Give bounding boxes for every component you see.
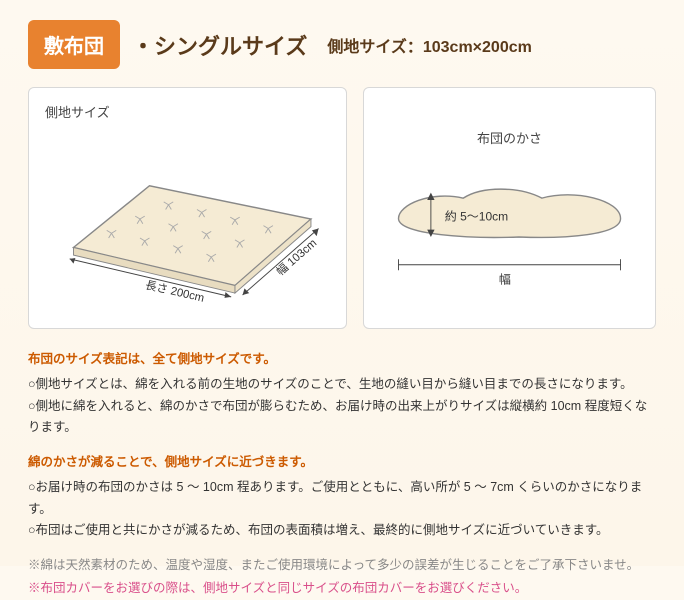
- header: 敷布団 ・シングルサイズ 側地サイズ：103cm×200cm: [28, 20, 656, 69]
- section2-heading: 綿のかさが減ることで、側地サイズに近づきます。: [28, 452, 656, 473]
- title-main: ・シングルサイズ: [132, 29, 307, 61]
- section2-line1: ○お届け時の布団のかさは 5 〜 10cm 程あります。ご使用とともに、高い所が…: [28, 477, 656, 520]
- title-sub: 側地サイズ：103cm×200cm: [327, 33, 532, 57]
- thickness-label: 約 5〜10cm: [445, 208, 508, 223]
- section1-line2: ○側地に綿を入れると、綿のかさで布団が膨らむため、お届け時の出来上がりサイズは縦…: [28, 396, 656, 439]
- futon-illustration: 長さ 200cm 幅 103cm: [45, 129, 330, 309]
- panels-row: 側地サイズ 長さ 200cm: [28, 87, 656, 329]
- panel-size-title: 側地サイズ: [45, 102, 330, 121]
- cross-section-illustration: 約 5〜10cm 幅: [380, 167, 639, 307]
- section1-heading: 布団のサイズ表記は、全て側地サイズです。: [28, 349, 656, 370]
- panel-thickness-title: 布団のかさ: [380, 128, 639, 147]
- section2-line2: ○布団はご使用と共にかさが減るため、布団の表面積は増え、最終的に側地サイズに近づ…: [28, 520, 656, 541]
- panel-size: 側地サイズ 長さ 200cm: [28, 87, 347, 329]
- cross-width-label: 幅: [499, 271, 511, 286]
- section1-body: ○側地サイズとは、綿を入れる前の生地のサイズのことで、生地の縫い目から縫い目まで…: [28, 374, 656, 438]
- note-pink: ※布団カバーをお選びの際は、側地サイズと同じサイズの布団カバーをお選びください。: [28, 578, 656, 599]
- section1-line1: ○側地サイズとは、綿を入れる前の生地のサイズのことで、生地の縫い目から縫い目まで…: [28, 374, 656, 395]
- panel-thickness: 布団のかさ 約 5〜10cm 幅: [363, 87, 656, 329]
- description-body: 布団のサイズ表記は、全て側地サイズです。 ○側地サイズとは、綿を入れる前の生地の…: [28, 349, 656, 600]
- section2-body: ○お届け時の布団のかさは 5 〜 10cm 程あります。ご使用とともに、高い所が…: [28, 477, 656, 541]
- product-badge: 敷布団: [28, 20, 120, 69]
